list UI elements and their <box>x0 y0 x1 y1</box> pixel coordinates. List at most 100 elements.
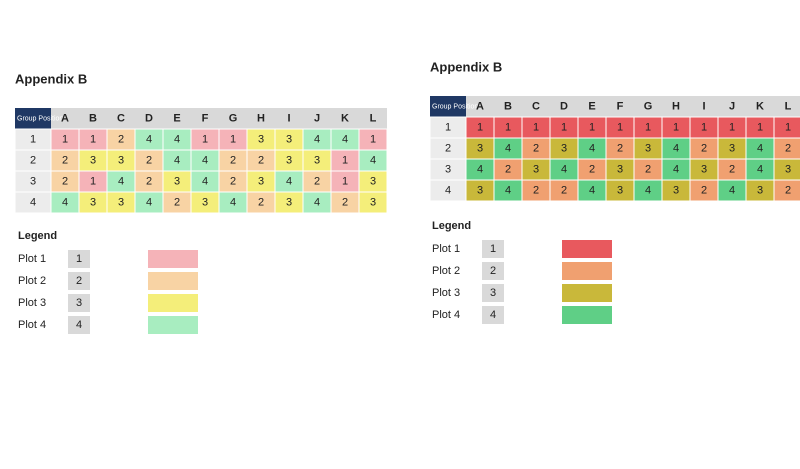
cell-value: 1 <box>202 133 208 145</box>
legend-value-cell <box>68 272 90 290</box>
cell-value: 3 <box>561 142 567 154</box>
column-header: G <box>229 112 238 124</box>
cell-value: 3 <box>477 142 483 154</box>
column-header: H <box>257 112 265 124</box>
cell-value: 4 <box>757 163 763 175</box>
cell-value: 4 <box>202 154 208 166</box>
legend-swatch <box>148 294 198 312</box>
cell-value: 3 <box>617 184 623 196</box>
column-header: A <box>476 100 484 112</box>
legend-label: Plot 1 <box>18 253 46 265</box>
cell-value: 2 <box>589 163 595 175</box>
corner-label: Group Position <box>17 115 63 122</box>
column-header: K <box>341 112 349 124</box>
legend-swatch <box>148 272 198 290</box>
cell-value: 4 <box>202 175 208 187</box>
cell-value: 1 <box>342 175 348 187</box>
column-header: L <box>785 100 792 112</box>
cell-value: 2 <box>174 196 180 208</box>
cell-value: 3 <box>701 163 707 175</box>
cell-value: 3 <box>286 196 292 208</box>
cell-value: 4 <box>561 163 567 175</box>
column-header: B <box>504 100 512 112</box>
legend-swatch <box>148 316 198 334</box>
cell-value: 2 <box>785 142 791 154</box>
legend-title: Legend <box>432 220 471 232</box>
cell-value: 4 <box>673 142 679 154</box>
corner-cell <box>430 96 466 117</box>
legend-label: Plot 4 <box>432 309 460 321</box>
legend-value-cell <box>482 262 504 280</box>
cell-value: 2 <box>230 154 236 166</box>
cell <box>358 191 388 214</box>
column-header: E <box>173 112 180 124</box>
legend-swatch <box>562 240 612 258</box>
cell-value: 4 <box>757 142 763 154</box>
cell-value: 3 <box>729 142 735 154</box>
cell-value: 4 <box>505 184 511 196</box>
cell-value: 1 <box>62 133 68 145</box>
legend-label: Plot 3 <box>432 287 460 299</box>
column-header: F <box>202 112 209 124</box>
cell-value: 2 <box>785 184 791 196</box>
cell-value: 1 <box>589 121 595 133</box>
legend-swatch <box>562 306 612 324</box>
legend-value-cell <box>68 250 90 268</box>
cell-value: 3 <box>118 154 124 166</box>
row-label: 3 <box>30 175 36 187</box>
legend-label: Plot 3 <box>18 297 46 309</box>
legend-value-cell <box>482 284 504 302</box>
cell-value: 4 <box>589 184 595 196</box>
cell-value: 2 <box>342 196 348 208</box>
cell-value: 4 <box>174 154 180 166</box>
column-header: D <box>145 112 153 124</box>
cell-value: 4 <box>314 133 320 145</box>
cell-value: 4 <box>342 133 348 145</box>
cell-value: 1 <box>533 121 539 133</box>
cell-value: 3 <box>533 163 539 175</box>
cell-value: 2 <box>729 163 735 175</box>
cell-value: 3 <box>258 175 264 187</box>
cell-value: 3 <box>286 133 292 145</box>
cell <box>773 179 800 202</box>
header-bg <box>15 108 387 129</box>
header-bg <box>430 96 800 117</box>
corner-cell <box>15 108 51 129</box>
legend-value: 4 <box>490 309 496 321</box>
cell-value: 3 <box>174 175 180 187</box>
cell-value: 4 <box>118 175 124 187</box>
column-header: E <box>588 100 595 112</box>
cell-value: 3 <box>645 142 651 154</box>
column-header: B <box>89 112 97 124</box>
cell-value: 3 <box>757 184 763 196</box>
cell-value: 3 <box>617 163 623 175</box>
legend-title: Legend <box>18 230 57 242</box>
cell-value: 3 <box>258 133 264 145</box>
cell-value: 4 <box>314 196 320 208</box>
cell-value: 1 <box>90 175 96 187</box>
corner-label: Group Position <box>432 103 478 110</box>
column-header: F <box>617 100 624 112</box>
legend-label: Plot 2 <box>432 265 460 277</box>
column-header: J <box>729 100 735 112</box>
cell-value: 4 <box>477 163 483 175</box>
cell-value: 1 <box>645 121 651 133</box>
table-title: Appendix B <box>15 71 87 86</box>
cell-value: 3 <box>370 196 376 208</box>
cell-value: 2 <box>701 184 707 196</box>
cell-value: 4 <box>286 175 292 187</box>
cell-value: 2 <box>118 133 124 145</box>
cell-value: 4 <box>589 142 595 154</box>
cell-value: 4 <box>230 196 236 208</box>
cell-value: 2 <box>645 163 651 175</box>
column-header: H <box>672 100 680 112</box>
column-header: K <box>756 100 764 112</box>
legend-value-cell <box>68 316 90 334</box>
row-label: 4 <box>30 196 36 208</box>
cell-value: 2 <box>617 142 623 154</box>
cell-value: 3 <box>785 163 791 175</box>
cell-value: 1 <box>673 121 679 133</box>
legend-swatch <box>562 284 612 302</box>
legend-value: 3 <box>490 287 496 299</box>
